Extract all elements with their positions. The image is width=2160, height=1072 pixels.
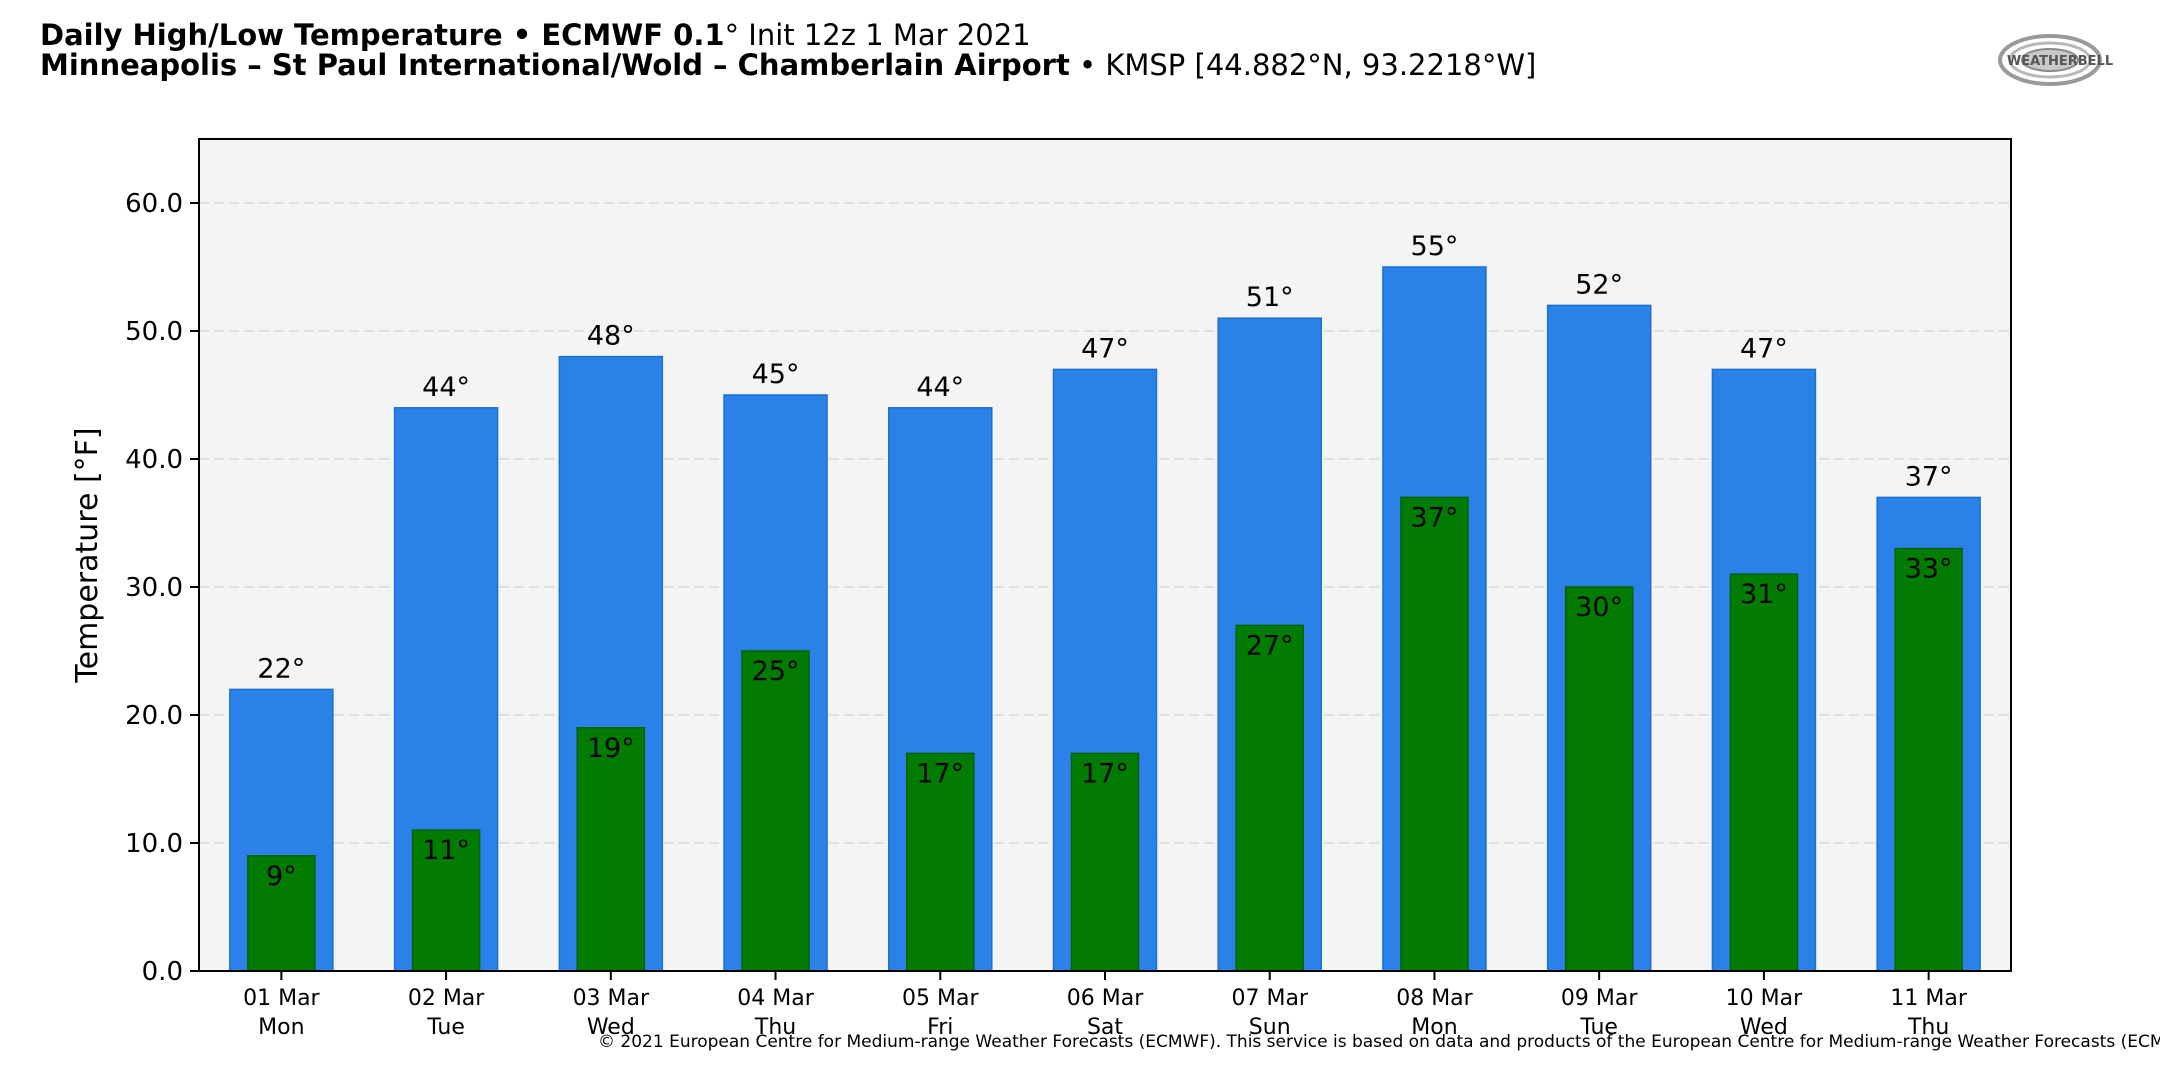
x-tick-label-date: 09 Mar xyxy=(1561,986,1638,1011)
low-bar xyxy=(1235,624,1304,972)
low-value-label: 30° xyxy=(1575,592,1623,623)
low-bar xyxy=(1070,752,1140,972)
chart-subtitle: Minneapolis – St Paul International/Wold… xyxy=(40,48,1536,82)
low-bar xyxy=(576,727,646,972)
x-tick-label-weekday: Tue xyxy=(426,1015,465,1040)
x-tick-label-weekday: Mon xyxy=(258,1015,304,1040)
low-value-label: 31° xyxy=(1740,579,1788,610)
weatherbell-logo-icon: WEATHERBELL xyxy=(1995,26,2125,96)
x-tick-label-date: 06 Mar xyxy=(1067,986,1144,1011)
x-tick-label-date: 03 Mar xyxy=(573,986,650,1011)
y-tick-label: 20.0 xyxy=(125,701,183,731)
x-tick-label-weekday: Sun xyxy=(1249,1015,1291,1040)
x-tick-label-weekday: Sat xyxy=(1087,1015,1123,1040)
bars: 22° 9° 44° 11° 48° 19° 45° 25° 44° 17° 47° 17° 51° 27… xyxy=(229,231,1981,972)
station-coords: • KMSP [44.882°N, 93.2218°W] xyxy=(1069,48,1537,82)
high-value-label: 51° xyxy=(1246,282,1294,313)
low-bar xyxy=(906,752,975,972)
x-tick-label-weekday: Fri xyxy=(927,1015,953,1040)
copyright-notice: © 2021 European Centre for Medium-range … xyxy=(598,1032,2160,1052)
high-value-label: 44° xyxy=(422,372,470,403)
low-bar xyxy=(1729,573,1799,972)
high-value-label: 44° xyxy=(916,372,964,403)
low-value-label: 9° xyxy=(266,861,297,892)
x-tick-label-weekday: Wed xyxy=(1740,1015,1788,1040)
x-tick-label-date: 04 Mar xyxy=(737,986,814,1011)
high-value-label: 52° xyxy=(1575,269,1623,300)
low-value-label: 33° xyxy=(1905,554,1953,585)
title-init: ° Init 12z 1 Mar 2021 xyxy=(724,18,1031,52)
axes: 0.0 10.0 20.0 30.0 40.0 50.0 60.0 01 Mar Mon 02 M… xyxy=(125,189,1968,1040)
y-tick-label: 30.0 xyxy=(125,573,183,603)
x-tick-label-weekday: Thu xyxy=(1907,1015,1949,1040)
high-value-label: 55° xyxy=(1411,231,1459,262)
x-tick-label-weekday: Thu xyxy=(754,1015,796,1040)
low-value-label: 17° xyxy=(916,758,964,789)
x-tick-label-date: 05 Mar xyxy=(902,986,979,1011)
x-tick-label-weekday: Mon xyxy=(1411,1015,1457,1040)
low-bar xyxy=(741,650,810,972)
x-tick-label-weekday: Tue xyxy=(1579,1015,1618,1040)
low-bar xyxy=(411,829,481,972)
low-value-label: 37° xyxy=(1411,502,1459,533)
low-value-label: 17° xyxy=(1081,758,1129,789)
low-bar xyxy=(1894,547,1963,972)
x-tick-label-date: 10 Mar xyxy=(1726,986,1803,1011)
low-bar xyxy=(247,855,316,972)
y-tick-label: 0.0 xyxy=(142,957,183,987)
x-tick-label-date: 02 Mar xyxy=(408,986,485,1011)
low-bar xyxy=(1400,496,1469,972)
low-value-label: 27° xyxy=(1246,630,1294,661)
y-axis-label: Temperature [°F] xyxy=(70,427,105,683)
high-value-label: 47° xyxy=(1081,333,1129,364)
low-bar xyxy=(1564,586,1634,972)
logo-text: WEATHERBELL xyxy=(2007,54,2113,69)
x-tick-label-date: 01 Mar xyxy=(243,986,320,1011)
y-tick-label: 40.0 xyxy=(125,445,183,475)
high-value-label: 37° xyxy=(1905,461,1953,492)
x-tick-label-date: 08 Mar xyxy=(1396,986,1473,1011)
chart-title: Daily High/Low Temperature • ECMWF 0.1° … xyxy=(40,18,1031,52)
y-tick-label: 50.0 xyxy=(125,317,183,347)
y-tick-label: 10.0 xyxy=(125,829,183,859)
title-main: Daily High/Low Temperature • ECMWF 0.1 xyxy=(40,18,725,52)
x-tick-label-weekday: Wed xyxy=(587,1015,635,1040)
high-value-label: 22° xyxy=(257,653,305,684)
high-value-label: 48° xyxy=(587,321,635,352)
low-value-label: 25° xyxy=(752,656,800,687)
low-value-label: 19° xyxy=(587,733,635,764)
high-value-label: 47° xyxy=(1740,333,1788,364)
high-value-label: 45° xyxy=(752,359,800,390)
x-tick-label-date: 11 Mar xyxy=(1890,986,1967,1011)
x-tick-label-date: 07 Mar xyxy=(1231,986,1308,1011)
y-tick-label: 60.0 xyxy=(125,189,183,219)
low-value-label: 11° xyxy=(422,835,470,866)
station-name: Minneapolis – St Paul International/Wold… xyxy=(40,48,1070,82)
